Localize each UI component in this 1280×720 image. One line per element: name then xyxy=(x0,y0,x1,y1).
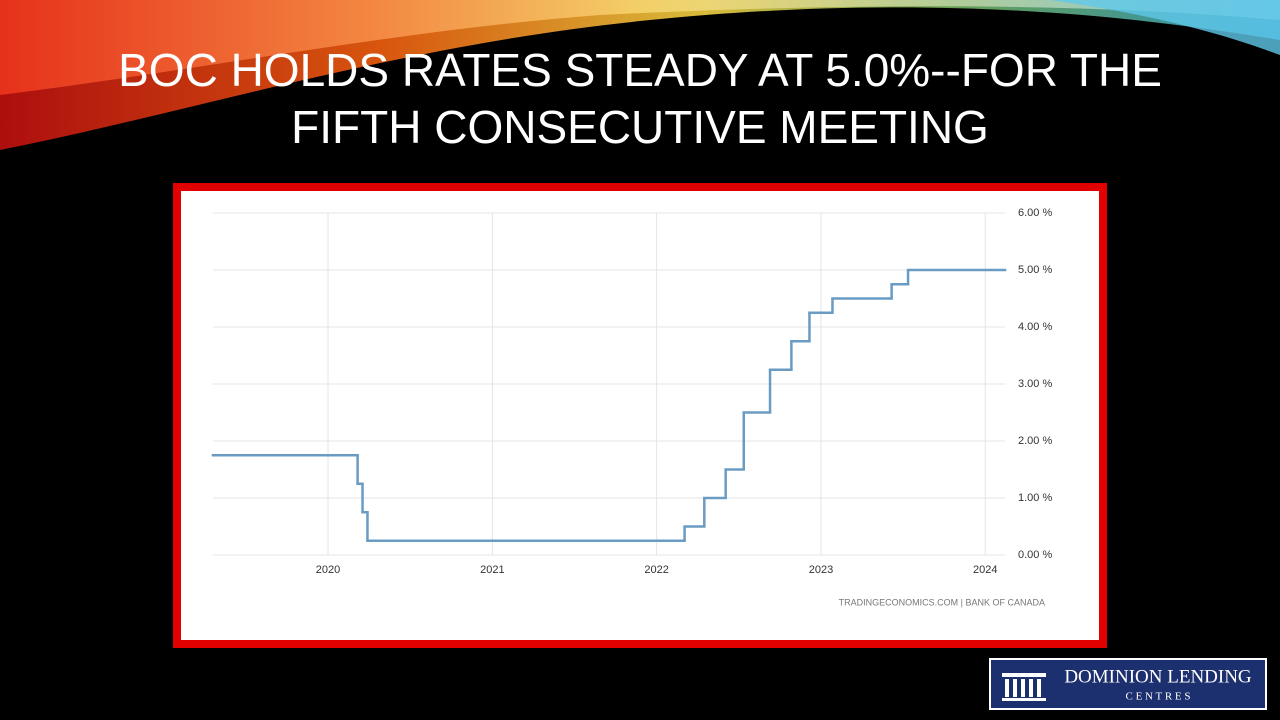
logo-text: C E N T R E S xyxy=(1126,691,1191,703)
x-tick-label: 2022 xyxy=(644,564,668,576)
title: BOC HOLDS RATES STEADY AT 5.0%--FOR THE F… xyxy=(118,44,1162,153)
y-tick-label: 2.00 % xyxy=(1018,435,1052,447)
source: TRADINGECONOMICS.COM | BANK OF CANADA xyxy=(839,597,1045,607)
y-tick-label: 6.00 % xyxy=(1018,207,1052,219)
y-tick-label: 0.00 % xyxy=(1018,549,1052,561)
y-tick-label: 5.00 % xyxy=(1018,264,1052,276)
x-tick-label: 2023 xyxy=(809,564,833,576)
swoosh xyxy=(0,0,1280,95)
chart: 0.00 % 1.00 % 2.00 % 3.00 % 4.00 % 5.00 % 6.00… xyxy=(211,207,1052,576)
y-tick-label: 4.00 % xyxy=(1018,321,1052,333)
x-tick-label: 2020 xyxy=(316,564,340,576)
logo-icon xyxy=(1002,673,1046,701)
swoosh xyxy=(1050,0,1280,55)
y-tick-label: 1.00 % xyxy=(1018,492,1052,504)
y-tick-label: 3.00 % xyxy=(1018,378,1052,390)
chart-frame xyxy=(173,183,1107,648)
logo-text: DOMINION LENDING xyxy=(1064,666,1252,687)
x-tick-label: 2024 xyxy=(973,564,997,576)
x-tick-label: 2021 xyxy=(480,564,504,576)
